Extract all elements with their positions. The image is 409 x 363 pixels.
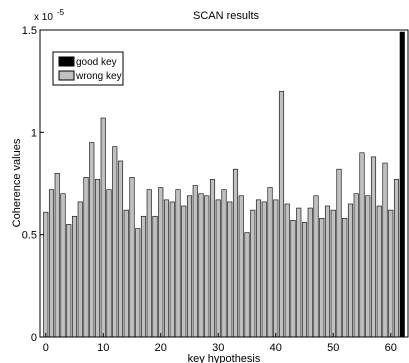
bar-wrong-key-14 xyxy=(123,209,129,338)
bar-wrong-key-19 xyxy=(152,215,158,338)
bar-wrong-key-17 xyxy=(140,215,147,338)
bar-wrong-key-43 xyxy=(290,220,296,338)
bar-wrong-key-42 xyxy=(284,203,290,338)
bar-wrong-key-22 xyxy=(169,201,175,338)
bar-wrong-key-39 xyxy=(267,187,273,338)
bar-wrong-key-46 xyxy=(307,207,313,338)
x-tick-label-60: 60 xyxy=(385,342,397,354)
x-axis: 0 10 20 30 40 50 60 xyxy=(43,333,397,354)
bar-wrong-key-12 xyxy=(112,146,118,338)
bar-wrong-key-58 xyxy=(376,205,382,338)
bar-wrong-key-37 xyxy=(255,199,262,338)
bar-wrong-key-34 xyxy=(238,195,244,338)
bar-wrong-key-20 xyxy=(158,187,164,338)
bar-wrong-key-21 xyxy=(163,199,170,338)
bar-wrong-key-41 xyxy=(278,91,285,338)
legend-label-wrong: wrong key xyxy=(75,71,122,82)
bar-wrong-key-15 xyxy=(129,177,135,338)
bar-wrong-key-31 xyxy=(221,189,227,338)
y-exponent-base: x 10 xyxy=(34,12,53,23)
chart-title: SCAN results xyxy=(193,10,260,22)
x-tick-label-20: 20 xyxy=(155,342,167,354)
bar-wrong-key-25 xyxy=(186,195,193,338)
bar-wrong-key-28 xyxy=(204,195,210,338)
bar-wrong-key-54 xyxy=(353,193,359,338)
bar-wrong-key-6 xyxy=(77,201,83,338)
bar-wrong-key-49 xyxy=(324,205,331,338)
bar-wrong-key-18 xyxy=(146,189,152,338)
x-tick-label-40: 40 xyxy=(270,342,282,354)
bar-wrong-key-26 xyxy=(192,185,198,338)
bar-wrong-key-59 xyxy=(382,162,388,338)
bar-wrong-key-29 xyxy=(209,179,216,338)
bar-wrong-key-56 xyxy=(365,195,371,338)
bar-wrong-key-23 xyxy=(175,189,181,338)
y-tick-label-1.5: 1.5 xyxy=(22,25,37,37)
bar-wrong-key-4 xyxy=(66,224,72,338)
bar-wrong-key-3 xyxy=(60,193,66,338)
bar-wrong-key-52 xyxy=(342,217,348,338)
bar-wrong-key-16 xyxy=(135,228,141,338)
bar-wrong-key-44 xyxy=(296,207,302,338)
bar-wrong-key-32 xyxy=(227,201,233,338)
bar-wrong-key-7 xyxy=(83,177,89,338)
y-exponent-power: -5 xyxy=(57,8,65,17)
bar-wrong-key-8 xyxy=(89,142,95,338)
bar-wrong-key-33 xyxy=(232,168,239,338)
bar-wrong-key-0 xyxy=(43,211,49,338)
bar-wrong-key-10 xyxy=(100,117,106,338)
plot-frame xyxy=(39,29,409,338)
bar-wrong-key-55 xyxy=(359,152,365,338)
x-tick-label-10: 10 xyxy=(97,342,109,354)
bar-wrong-key-53 xyxy=(347,203,354,338)
legend-swatch-wrong xyxy=(58,70,75,81)
bars-group xyxy=(43,31,405,338)
bar-wrong-key-13 xyxy=(117,160,124,338)
y-tick-label-0.5: 0.5 xyxy=(22,230,37,242)
y-axis: 0 0.5 1 1.5 xyxy=(22,25,44,344)
bar-wrong-key-35 xyxy=(244,232,250,338)
y-tick-label-0: 0 xyxy=(31,332,37,344)
bar-wrong-key-40 xyxy=(273,199,279,338)
bar-good-key-62 xyxy=(399,31,405,338)
bar-wrong-key-36 xyxy=(250,209,256,338)
x-tick-label-50: 50 xyxy=(327,342,339,354)
x-tick-label-30: 30 xyxy=(212,342,224,354)
bar-wrong-key-45 xyxy=(301,222,308,338)
x-axis-label: key hypothesis xyxy=(188,353,261,363)
bar-wrong-key-47 xyxy=(313,195,319,338)
y-axis-label: Coherence values xyxy=(11,138,23,227)
bar-wrong-key-11 xyxy=(106,189,112,338)
bar-wrong-key-60 xyxy=(388,209,394,338)
y-exponent: x 10 -5 xyxy=(34,8,65,23)
bar-wrong-key-48 xyxy=(319,217,325,338)
bar-wrong-key-61 xyxy=(393,179,400,338)
legend: good key wrong key xyxy=(52,51,124,86)
bar-wrong-key-50 xyxy=(330,209,336,338)
bar-wrong-key-51 xyxy=(336,168,342,338)
bar-wrong-key-2 xyxy=(54,172,60,338)
bar-wrong-key-5 xyxy=(71,215,78,338)
bar-wrong-key-57 xyxy=(370,156,377,338)
bar-wrong-key-27 xyxy=(198,193,204,338)
legend-label-good: good key xyxy=(76,57,117,68)
legend-swatch-good xyxy=(58,56,75,67)
bar-wrong-key-9 xyxy=(94,179,101,338)
y-tick-label-1: 1 xyxy=(31,127,37,139)
bar-wrong-key-24 xyxy=(181,205,187,338)
bar-wrong-key-38 xyxy=(261,201,267,338)
x-tick-label-0: 0 xyxy=(43,342,49,354)
bar-wrong-key-1 xyxy=(48,189,55,338)
bar-wrong-key-30 xyxy=(215,199,221,338)
